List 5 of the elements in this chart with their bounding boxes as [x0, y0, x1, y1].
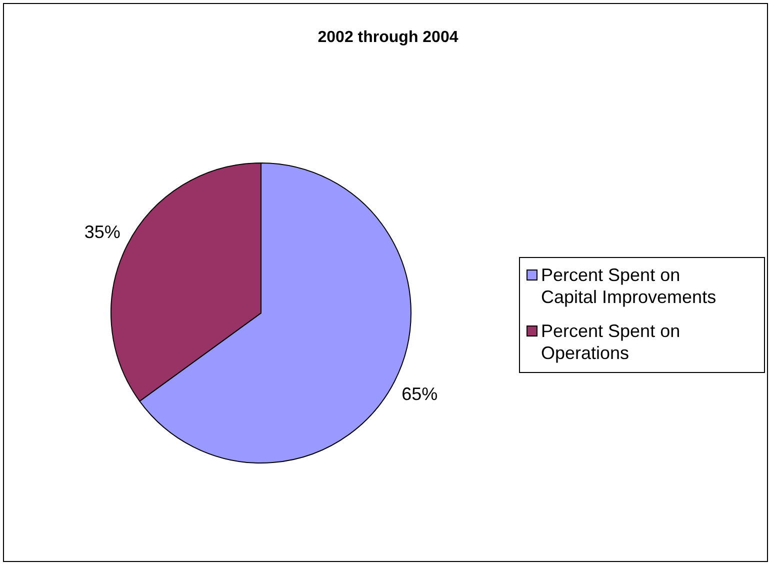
legend-label: Percent Spent on Capital Improvements	[541, 265, 716, 307]
data-label: 65%	[402, 384, 438, 404]
chart-title: 2002 through 2004	[318, 29, 458, 46]
legend-label: Percent Spent on Operations	[541, 321, 680, 363]
data-label: 35%	[84, 222, 120, 242]
